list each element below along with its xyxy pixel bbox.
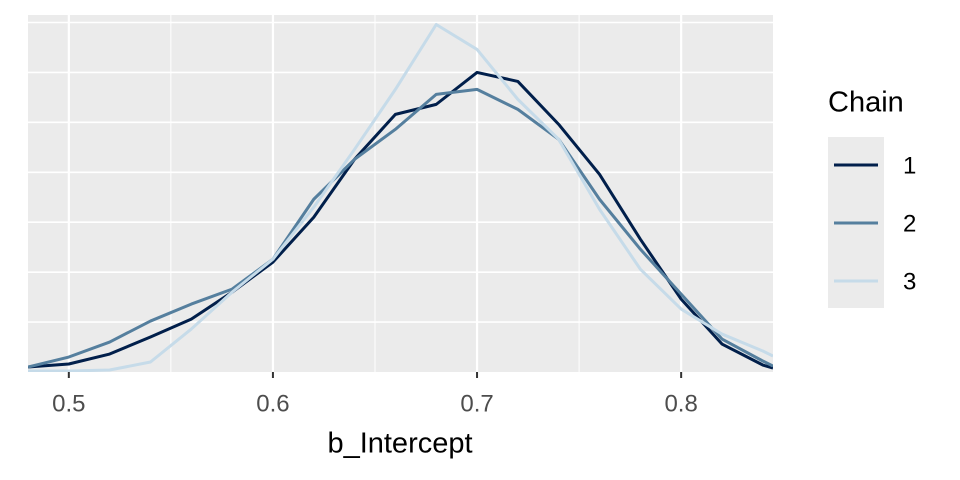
x-axis-title: b_Intercept [327,428,472,460]
legend-label: 1 [903,152,916,179]
panel-background [28,15,773,372]
x-tick-label: 0.8 [664,390,697,417]
x-tick-label: 0.6 [256,390,289,417]
density-line [28,70,773,370]
density-line [28,22,773,372]
legend-label: 2 [903,210,916,237]
x-tick-label: 0.7 [460,390,493,417]
density-line [28,87,773,369]
legend-label: 3 [903,268,916,295]
x-tick-label: 0.5 [52,390,85,417]
legend-title: Chain [828,87,904,119]
